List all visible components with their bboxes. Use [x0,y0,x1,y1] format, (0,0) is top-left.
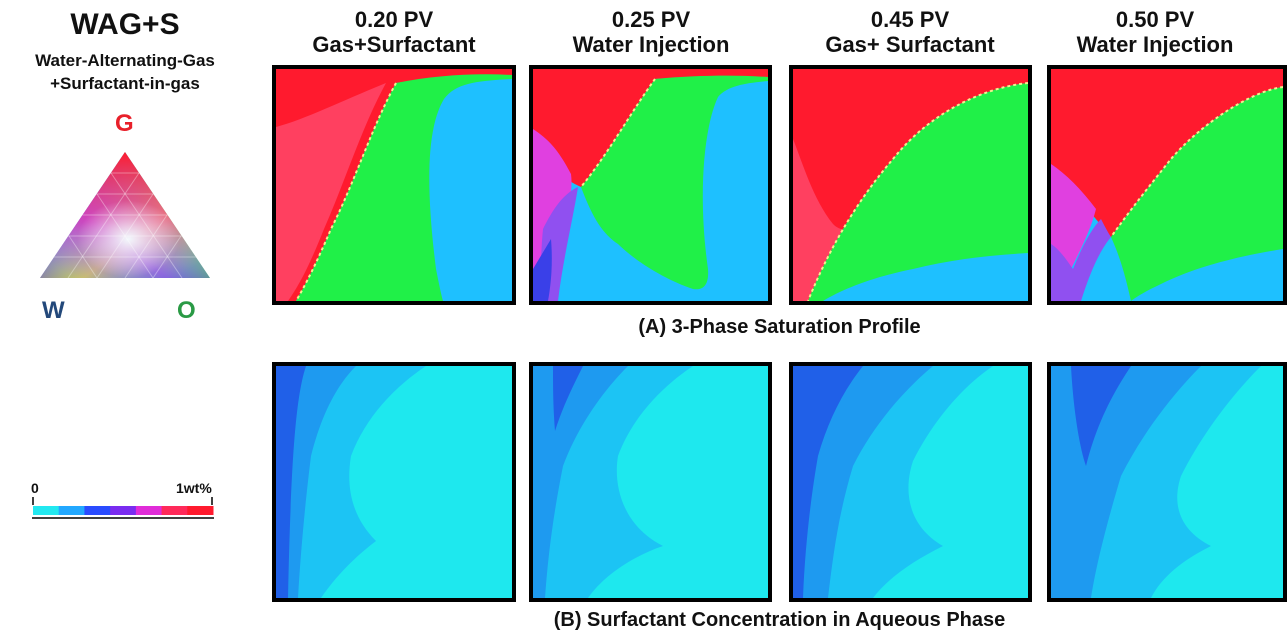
mixed-violet-region [1051,219,1111,301]
concentration-colorbar [32,497,214,519]
column-header-2: 0.25 PV Water Injection [520,7,782,57]
gas-region [793,69,1028,301]
colorbar-swatch [110,506,137,515]
conc-high-region [553,366,583,431]
row-b-caption: (B) Surfactant Concentration in Aqueous … [553,609,1006,631]
oil-bank-region [808,83,1028,301]
saturation-panel-0.25pv [529,65,772,305]
saturation-panel-0.45pv [789,65,1032,305]
vertex-label-water: W [42,297,65,324]
gas-front-line [580,78,656,188]
conc-mid-region [276,366,356,598]
concentration-panel-0.25pv [529,362,772,602]
colorbar-min-label: 0 [31,480,39,496]
legend-subtitle-line1: Water-Alternating-Gas [35,51,215,70]
gas-front-line [807,82,1028,301]
colorbar-swatch [161,506,188,515]
concentration-panel-0.45pv [789,362,1032,602]
trapped-gas-region [276,83,386,301]
colorbar-swatch [187,506,214,515]
column-3-pv: 0.45 PV [870,7,950,32]
legend-subtitle-line2: +Surfactant-in-gas [50,74,200,93]
legend-subtitle: Water-Alternating-Gas +Surfactant-in-gas [0,49,250,95]
saturation-panel-0.20pv [272,65,516,305]
saturation-panel-0.50pv [1047,65,1287,305]
colorbar-swatch [58,506,85,515]
mixed-magenta-region [1051,164,1096,269]
gas-front-line [1110,86,1283,238]
column-1-pv: 0.20 PV [354,7,434,32]
gas-region [533,69,768,187]
column-2-pv: 0.25 PV [611,7,691,32]
column-4-pv: 0.50 PV [1115,7,1195,32]
row-a-caption: (A) 3-Phase Saturation Profile [638,316,921,338]
ternary-color-triangle [40,152,210,278]
conc-high-region [276,366,306,598]
colorbar-max-label: 1wt% [176,480,212,496]
trapped-gas-region [793,139,865,301]
colorbar-swatch [135,506,163,515]
column-header-3: 0.45 PV Gas+ Surfactant [779,7,1041,57]
column-1-stage: Gas+Surfactant [312,32,476,57]
oil-bank-region [1111,87,1283,301]
legend-title: WAG+S [70,8,180,41]
column-header-4: 0.50 PV Water Injection [1024,7,1286,57]
oil-bank-region [296,74,512,301]
column-header-1: 0.20 PV Gas+Surfactant [263,7,525,57]
vertex-label-gas: G [115,110,134,137]
conc-high-region [793,366,863,598]
vertex-label-oil: O [177,297,196,324]
column-2-stage: Water Injection [572,32,730,57]
concentration-panel-0.50pv [1047,362,1287,602]
column-3-stage: Gas+ Surfactant [825,32,995,57]
concentration-panel-0.20pv [272,362,516,602]
column-4-stage: Water Injection [1076,32,1234,57]
oil-bank-region [581,75,768,290]
gas-region [1051,69,1283,237]
mixed-blue-region [533,239,552,301]
colorbar-swatch [84,506,111,515]
colorbar-swatch [33,506,60,515]
conc-high-region [1071,366,1131,466]
colorbar-swatches [33,506,214,515]
